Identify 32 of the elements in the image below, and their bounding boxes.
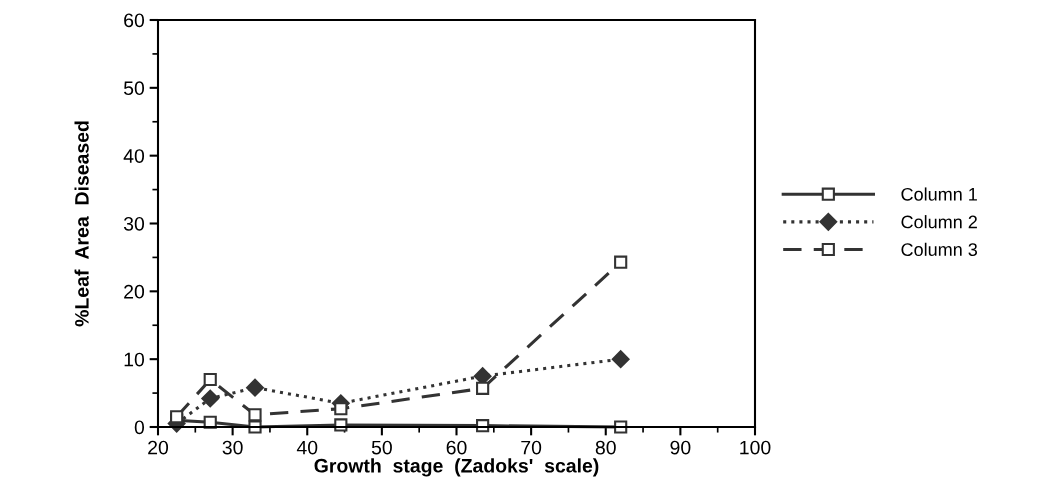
point: [248, 408, 262, 422]
x-tick-label: 60: [446, 440, 467, 455]
x-axis-title: Growth stage (Zadoks' scale): [314, 458, 599, 477]
legend-label: Column 2: [901, 215, 977, 229]
point: [248, 420, 262, 434]
y-tick-label: 0: [134, 420, 145, 435]
y-tick-label: 40: [123, 149, 145, 163]
point: [334, 418, 348, 432]
point: [614, 420, 628, 434]
point: [203, 372, 217, 387]
y-tick-label: 30: [123, 216, 145, 231]
point: [246, 378, 264, 397]
y-tick-label: 20: [124, 284, 145, 299]
point: [201, 389, 220, 408]
legend-label: Column 1: [901, 187, 977, 201]
x-tick-label: 40: [296, 440, 318, 455]
y-tick-label: 60: [124, 13, 145, 28]
y-tick-label: 10: [124, 352, 145, 367]
x-tick-label: 80: [595, 440, 616, 455]
legend-label: Column 3: [901, 242, 978, 257]
point: [614, 255, 628, 269]
x-tick-label: 100: [740, 440, 771, 455]
y-axis-title: %Leaf Area Diseased: [74, 121, 89, 327]
x-tick-label: 50: [371, 440, 392, 455]
point: [476, 381, 490, 395]
x-tick-label: 70: [521, 440, 542, 455]
point: [334, 402, 348, 416]
point: [611, 350, 630, 369]
y-tick-label: 50: [123, 81, 145, 96]
x-tick-label: 20: [148, 440, 169, 455]
x-tick-label: 90: [670, 440, 691, 455]
x-tick-label: 30: [222, 440, 243, 455]
